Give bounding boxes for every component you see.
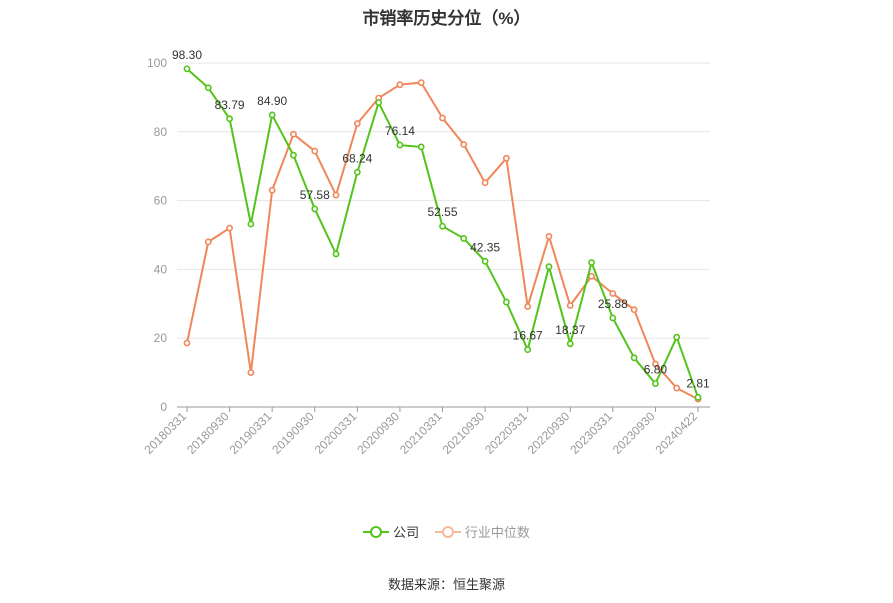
- data-point-company: [545, 263, 553, 271]
- y-tick-label: 0: [160, 400, 167, 414]
- chart-title: 市销率历史分位（%）: [362, 9, 531, 28]
- data-point-industry-median: [417, 79, 425, 87]
- data-point-company: [396, 141, 404, 149]
- data-point-company: [332, 250, 340, 258]
- x-tick-label: 20190930: [269, 409, 317, 457]
- data-label: 98.30: [172, 48, 202, 62]
- data-point-industry-median: [460, 141, 468, 148]
- data-point-industry-median: [332, 191, 340, 199]
- data-point-industry-median: [247, 369, 255, 376]
- legend-item-company[interactable]: 公司: [363, 522, 419, 541]
- y-tick-label: 20: [154, 331, 168, 345]
- x-tick-label: 20210331: [397, 409, 445, 457]
- legend-item-industry-median[interactable]: 行业中位数: [434, 522, 530, 541]
- data-point-industry-median: [652, 360, 659, 368]
- data-point-company: [353, 168, 361, 176]
- data-label: 42.35: [470, 240, 500, 254]
- data-point-company: [652, 380, 659, 388]
- data-point-industry-median: [396, 81, 404, 89]
- data-point-company: [460, 235, 468, 242]
- data-point-industry-median: [353, 120, 361, 127]
- data-label: 25.88: [598, 297, 628, 311]
- legend: 公司 行业中位数: [0, 522, 893, 541]
- y-tick-label: 80: [154, 125, 168, 139]
- data-point-industry-median: [524, 303, 532, 310]
- data-label: 68.24: [342, 151, 372, 165]
- data-label: 76.14: [385, 124, 415, 138]
- data-point-company: [673, 333, 681, 341]
- data-point-industry-median: [481, 179, 489, 187]
- data-point-company: [247, 220, 255, 228]
- data-point-industry-median: [268, 186, 276, 194]
- legend-label-industry-median: 行业中位数: [464, 525, 530, 540]
- data-point-company: [183, 65, 191, 73]
- data-point-industry-median: [609, 290, 617, 297]
- legend-label-company: 公司: [393, 525, 420, 540]
- data-label: 18.37: [555, 323, 585, 337]
- x-tick-label: 20230331: [567, 409, 615, 457]
- x-tick-label: 20180930: [184, 409, 232, 457]
- data-label: 16.67: [513, 329, 543, 343]
- x-tick-label: 20210930: [440, 409, 488, 457]
- data-point-industry-median: [183, 339, 191, 347]
- x-tick-label: 20200930: [354, 409, 402, 457]
- x-tick-label: 20180331: [141, 409, 189, 457]
- data-point-industry-median: [502, 154, 510, 162]
- data-point-company: [524, 346, 532, 354]
- data-point-company: [375, 99, 383, 106]
- data-point-company: [588, 259, 595, 266]
- data-label: 2.81: [686, 376, 710, 390]
- data-point-industry-median: [290, 130, 297, 138]
- data-point-company: [204, 84, 212, 92]
- data-point-industry-median: [588, 272, 595, 280]
- data-label: 84.90: [257, 94, 287, 108]
- data-point-industry-median: [673, 384, 681, 392]
- series-line-industry-median: [186, 81, 699, 400]
- data-point-industry-median: [545, 232, 553, 240]
- y-tick-label: 100: [147, 56, 167, 70]
- data-point-company: [502, 298, 510, 306]
- data-point-industry-median: [204, 238, 212, 246]
- data-label: 83.79: [215, 98, 245, 112]
- data-point-industry-median: [226, 224, 233, 232]
- y-tick-label: 60: [154, 194, 168, 208]
- data-source: 数据来源：恒生聚源: [387, 577, 505, 592]
- data-point-company: [609, 314, 617, 322]
- data-point-company: [417, 143, 425, 151]
- x-tick-label: 20220331: [482, 409, 530, 457]
- data-label: 6.80: [644, 363, 668, 377]
- data-point-industry-median: [566, 302, 574, 309]
- x-tick-label: 20230930: [610, 409, 658, 457]
- data-point-company: [439, 222, 446, 230]
- x-tick-label: 20200331: [312, 409, 360, 457]
- data-label: 57.58: [300, 188, 330, 202]
- x-tick-label: 20220930: [525, 409, 573, 457]
- x-tick-label: 20190331: [227, 409, 275, 457]
- legend-swatch-company-icon: [363, 525, 390, 538]
- legend-swatch-industry-median-icon: [434, 525, 461, 538]
- data-point-company: [268, 111, 276, 119]
- data-point-company: [694, 393, 702, 401]
- data-point-industry-median: [630, 306, 638, 314]
- data-point-company: [566, 340, 574, 348]
- data-point-company: [226, 115, 233, 123]
- y-tick-label: 40: [154, 262, 168, 276]
- data-point-company: [630, 354, 638, 362]
- data-label: 52.55: [427, 205, 457, 219]
- data-point-industry-median: [311, 147, 319, 155]
- x-tick-label: 20240422: [652, 409, 700, 457]
- data-point-company: [481, 257, 489, 265]
- data-point-company: [290, 151, 297, 159]
- data-point-industry-median: [439, 114, 446, 122]
- data-point-company: [311, 205, 319, 213]
